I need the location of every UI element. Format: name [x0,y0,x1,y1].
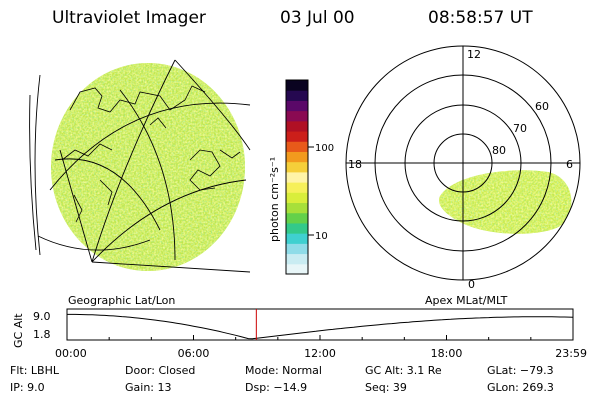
colorbar-unit-label: photon cm⁻²s⁻¹ [268,157,281,242]
alt-ytick-bottom: 1.8 [33,328,51,341]
colorbar-band [286,100,308,112]
door-info: Door: Closed [125,364,196,377]
colorbar-band [286,202,308,214]
mlat-80-label: 80 [492,144,506,157]
geographic-image [29,59,251,273]
lat-lon-grid [29,59,251,273]
ip-info: IP: 9.0 [10,381,45,394]
alt-xtick-label: 12:00 [304,347,336,360]
colorbar-band [286,90,308,101]
date-label: 03 Jul 00 [280,8,355,28]
alt-xtick-label: 23:59 [555,347,587,360]
dsp-info: Dsp: −14.9 [245,381,308,394]
mlt-0-label: 0 [468,278,475,291]
colorbar-band [286,141,308,152]
colorbar-band [286,80,308,91]
time-label: 08:58:57 UT [428,8,533,28]
colorbar-band [286,171,308,183]
seq-info: Seq: 39 [365,381,407,394]
alt-xtick-label: 18:00 [431,347,463,360]
colorbar-band [286,192,308,204]
mlat-60-label: 60 [535,100,549,113]
colorbar-band [286,263,308,275]
colorbar-band [286,222,308,234]
instrument-title: Ultraviolet Imager [52,8,206,28]
filter-info: Flt: LBHL [10,364,59,377]
colorbar-band [286,161,308,173]
altitude-plot: Geographic Lat/Lon Apex MLat/MLT 9.0 1.8… [12,294,587,360]
colorbar-tick-10: 10 [315,231,328,242]
left-panel-label: Geographic Lat/Lon [68,294,175,307]
colorbar-band [286,151,308,163]
colorbar-band [286,120,308,132]
glon-info: GLon: 269.3 [487,381,554,394]
right-panel-label: Apex MLat/MLT [425,294,508,307]
colorbar-band [286,182,308,193]
gc-alt-info: GC Alt: 3.1 Re [365,364,442,377]
altitude-curve [67,313,574,340]
alt-ylabel: GC Alt [12,313,25,348]
colorbar-band [286,110,308,122]
coastline-contours [61,85,241,223]
colorbar-tick-100: 100 [315,143,334,154]
alt-xtick-label: 06:00 [178,347,210,360]
polar-grid [345,45,581,281]
alt-xtick-label: 00:00 [55,347,87,360]
colorbar-band [286,212,308,224]
colorbar-band [286,233,308,244]
mode-info: Mode: Normal [245,364,322,377]
gain-info: Gain: 13 [125,381,172,394]
mlt-6-label: 6 [566,158,573,171]
mlat-70-label: 70 [513,122,527,135]
mlt-12-label: 12 [467,48,481,61]
alt-ytick-top: 9.0 [33,310,51,323]
glat-info: GLat: −79.3 [487,364,554,377]
colorbar-band [286,131,308,142]
colorbar: 100 10 photon cm⁻²s⁻¹ [268,79,334,275]
mlt-18-label: 18 [348,158,362,171]
colorbar-band [286,243,308,255]
colorbar-band [286,253,308,265]
polar-plot: 12 18 6 0 60 70 80 [345,45,581,291]
